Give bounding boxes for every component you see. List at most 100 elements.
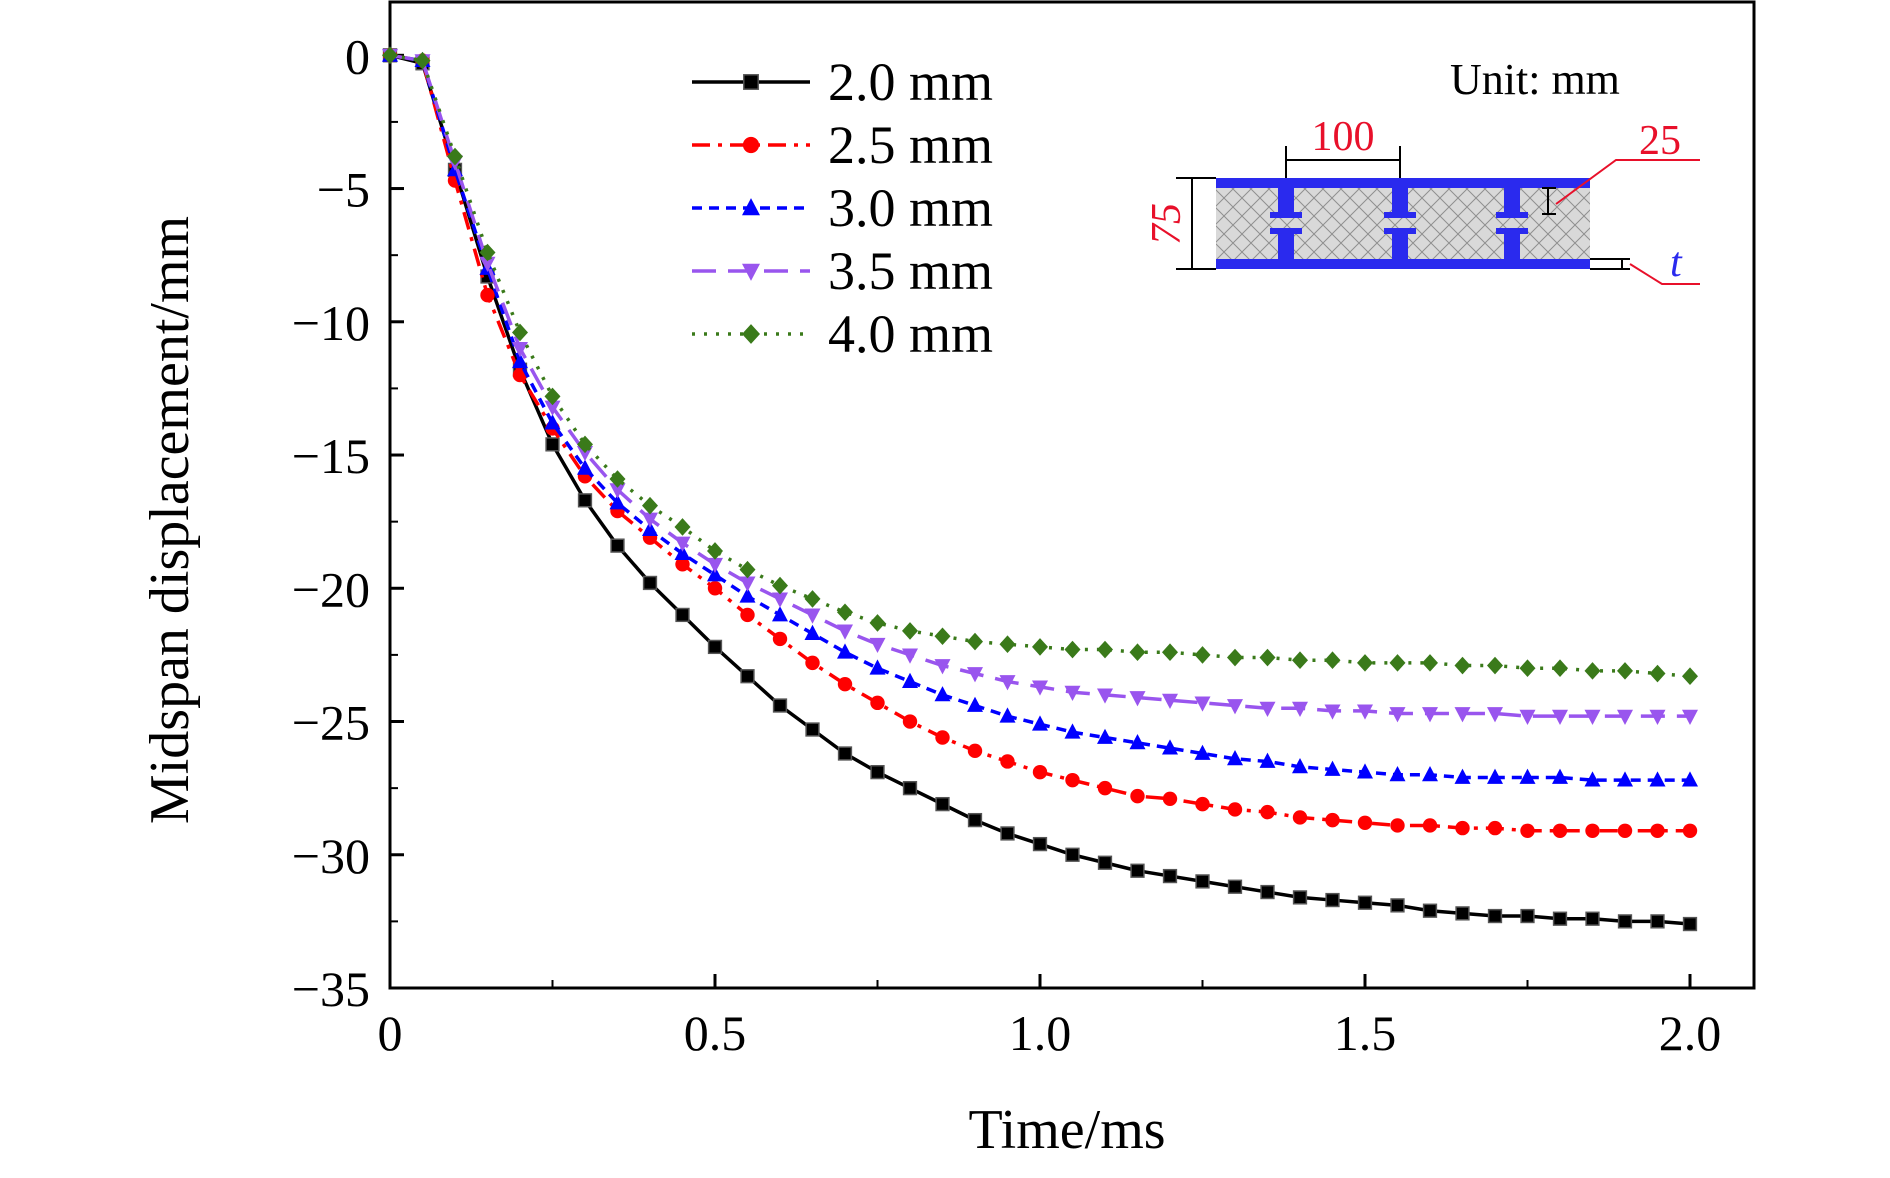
data-point — [934, 627, 951, 646]
data-point — [577, 493, 593, 508]
data-point — [1520, 823, 1535, 838]
data-point — [772, 576, 788, 595]
data-point — [1130, 863, 1145, 878]
data-point — [1390, 898, 1405, 913]
data-point — [1682, 916, 1698, 932]
data-point — [967, 632, 983, 651]
data-point — [707, 581, 723, 596]
data-point — [935, 796, 950, 812]
data-point — [1292, 758, 1308, 774]
data-point — [1194, 744, 1211, 760]
data-point — [1682, 823, 1698, 838]
data-point — [837, 746, 853, 761]
data-point — [1520, 908, 1535, 924]
data-point — [545, 437, 560, 452]
inset-dim-height-label: 75 — [1144, 203, 1190, 245]
data-point — [1422, 654, 1438, 672]
data-point — [1292, 810, 1308, 825]
data-point — [1064, 640, 1081, 659]
legend-marker — [743, 74, 759, 90]
data-point — [1162, 791, 1178, 806]
data-point — [447, 147, 463, 166]
data-point — [1032, 764, 1048, 780]
data-point — [1065, 847, 1080, 862]
data-point — [674, 518, 691, 536]
x-tick-label: 1.0 — [1009, 1005, 1072, 1061]
data-point — [1324, 704, 1341, 720]
data-point — [1617, 771, 1633, 787]
series-line — [389, 53, 1691, 678]
data-point — [1227, 750, 1243, 766]
data-point — [1260, 884, 1275, 900]
inset-dim-width-label: 100 — [1312, 114, 1375, 160]
data-point — [512, 323, 528, 342]
data-point — [1455, 820, 1470, 836]
data-point — [1000, 754, 1015, 769]
series-3-0-mm — [382, 46, 1698, 787]
inset-dim-thickness — [1590, 258, 1630, 270]
data-point — [414, 51, 431, 70]
data-point — [1584, 709, 1601, 725]
data-point — [1682, 709, 1698, 725]
data-point — [577, 459, 593, 475]
legend-marker — [742, 263, 760, 281]
data-point — [480, 287, 495, 303]
data-point — [1650, 823, 1665, 838]
data-point — [1097, 728, 1113, 744]
y-tick-label: −30 — [292, 828, 370, 884]
legend-label: 2.0 mm — [828, 52, 993, 112]
data-point — [772, 631, 788, 647]
data-point — [1585, 911, 1600, 926]
series-layer — [382, 46, 1698, 932]
data-point — [1487, 707, 1503, 723]
data-point — [934, 686, 951, 702]
plot-frame — [388, 0, 1756, 990]
data-point — [1682, 771, 1698, 787]
data-point — [1487, 656, 1503, 675]
data-point — [837, 603, 853, 622]
data-point — [707, 566, 723, 582]
inset-web-stubs — [1270, 186, 1528, 260]
data-point — [837, 677, 853, 692]
data-point — [1487, 820, 1503, 836]
data-point — [1649, 709, 1666, 725]
data-point — [1422, 707, 1438, 723]
data-point — [642, 575, 658, 591]
data-point — [1227, 802, 1243, 817]
data-point — [1389, 654, 1406, 672]
data-point — [1585, 823, 1600, 838]
data-point — [1032, 715, 1048, 731]
x-tick-label: 2.0 — [1659, 1005, 1722, 1061]
data-point — [999, 707, 1016, 723]
data-point — [1227, 879, 1243, 894]
data-point — [1097, 780, 1113, 796]
data-point — [1292, 651, 1308, 670]
legend-marker — [742, 198, 760, 216]
data-point — [707, 639, 723, 655]
inset-bottom-face — [1216, 259, 1590, 269]
x-axis: 0 0.5 1.0 1.5 2.0 — [378, 974, 1722, 1061]
data-point — [999, 635, 1016, 654]
inset-dim-thickness-label: t — [1670, 240, 1683, 286]
data-point — [1454, 768, 1471, 784]
inset-dim-flange — [1542, 187, 1556, 215]
inset-unit-label: Unit: mm — [1450, 55, 1620, 104]
data-point — [739, 587, 756, 603]
legend-item: 3.5 mm — [692, 241, 993, 301]
data-point — [1259, 648, 1276, 667]
data-point — [609, 483, 626, 499]
data-point — [967, 743, 983, 759]
data-point — [772, 698, 788, 713]
legend-label: 2.5 mm — [828, 115, 993, 175]
legend-item: 2.0 mm — [692, 52, 993, 112]
data-point — [772, 592, 788, 608]
data-point — [1487, 768, 1503, 784]
data-point — [1454, 707, 1471, 723]
data-point — [1227, 699, 1243, 715]
series-2-0-mm — [382, 48, 1698, 932]
data-point — [869, 614, 886, 632]
y-tick-label: −10 — [292, 295, 370, 351]
data-point — [1162, 643, 1178, 662]
data-point — [1259, 752, 1276, 768]
data-point — [1325, 892, 1340, 908]
